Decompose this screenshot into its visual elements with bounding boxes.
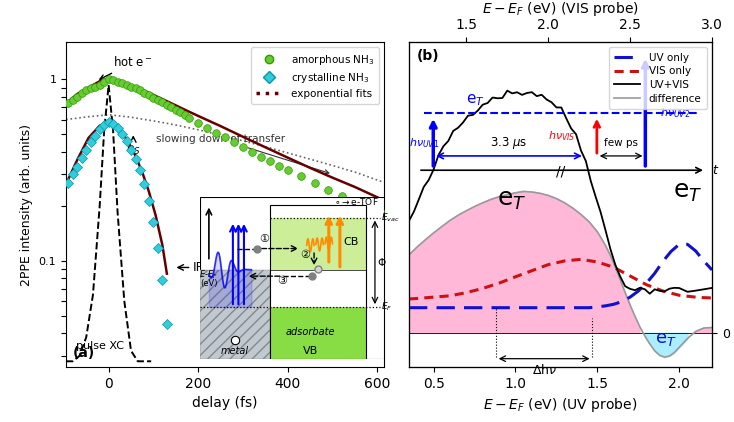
Text: slowing down of transfer: slowing down of transfer [156, 134, 329, 174]
Text: e$_T$: e$_T$ [655, 330, 677, 349]
Legend: UV only, VIS only, UV+VIS, difference: UV only, VIS only, UV+VIS, difference [609, 47, 707, 109]
Text: (b): (b) [417, 49, 439, 63]
Text: $\Delta$h$\nu$: $\Delta$h$\nu$ [531, 362, 556, 377]
X-axis label: $E - E_F$ (eV) (UV probe): $E - E_F$ (eV) (UV probe) [484, 396, 638, 414]
Legend: amorphous NH$_3$, crystalline NH$_3$, exponential fits: amorphous NH$_3$, crystalline NH$_3$, ex… [251, 47, 379, 104]
Text: pulse XC: pulse XC [76, 341, 124, 351]
Text: IPS: IPS [193, 261, 212, 274]
Y-axis label: 2PPE intensity (arb. units): 2PPE intensity (arb. units) [20, 124, 33, 286]
Text: e$_T$: e$_T$ [673, 180, 702, 204]
X-axis label: $E - E_F$ (eV) (VIS probe): $E - E_F$ (eV) (VIS probe) [482, 0, 639, 18]
X-axis label: delay (fs): delay (fs) [192, 396, 258, 411]
Text: e$_S$: e$_S$ [126, 144, 141, 157]
Text: hot e$^-$: hot e$^-$ [100, 55, 153, 79]
Text: e$_T$: e$_T$ [498, 188, 527, 212]
Text: (a): (a) [73, 346, 95, 360]
